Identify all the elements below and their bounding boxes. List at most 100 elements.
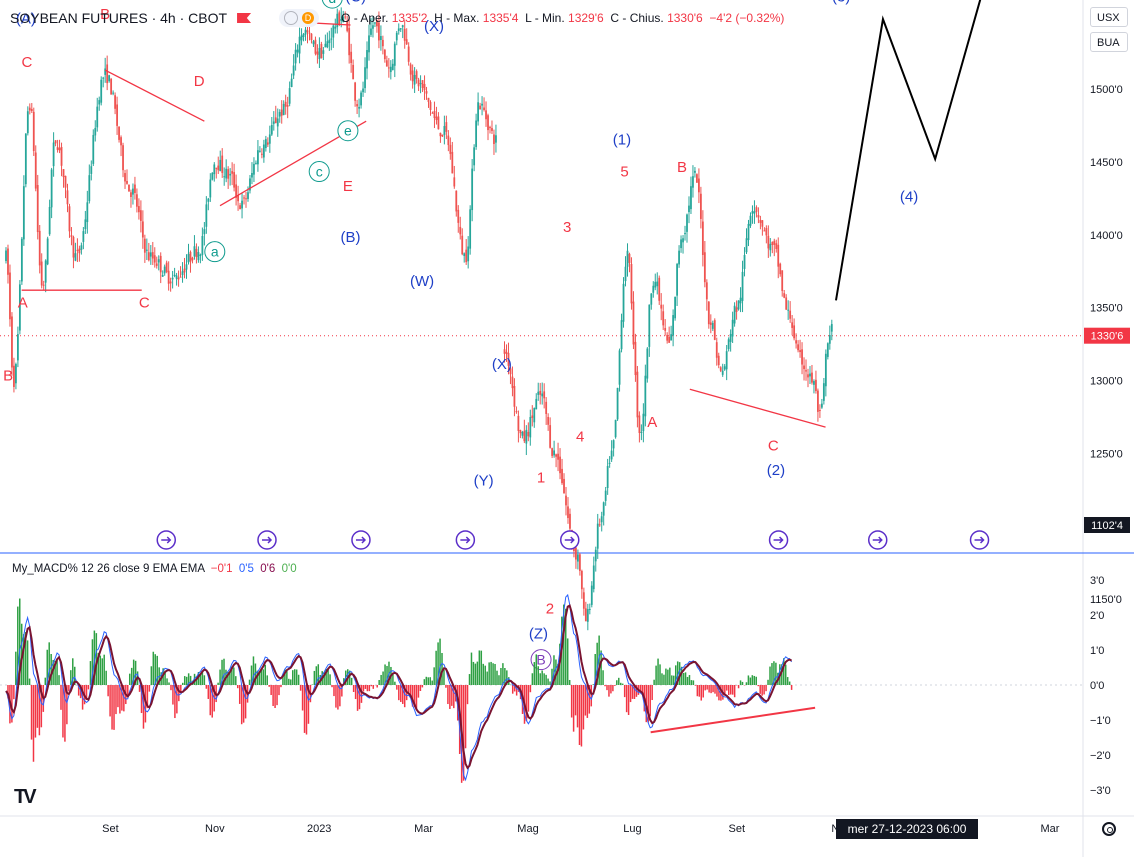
- candle-body: [179, 276, 182, 278]
- candle-body: [771, 242, 774, 245]
- candle-body: [259, 150, 261, 152]
- symbol-title[interactable]: SOYBEAN FUTURES · 4h · CBOT: [10, 10, 228, 26]
- candle-body: [427, 97, 430, 102]
- macd-tick-label: 3'0: [1090, 575, 1104, 587]
- candle-body: [233, 172, 236, 188]
- wave-circle-label: B: [536, 652, 545, 668]
- candle-body: [828, 335, 831, 344]
- candle-body: [705, 282, 708, 300]
- wave-label: B: [677, 159, 687, 176]
- indicator-value-3: 0'6: [260, 563, 276, 575]
- candle-body: [318, 47, 321, 60]
- candle-body: [549, 425, 552, 448]
- candle-body: [443, 125, 446, 135]
- candle-body: [477, 102, 479, 122]
- candle-body: [68, 206, 71, 232]
- candle-body: [237, 195, 239, 202]
- candle-body: [328, 39, 331, 44]
- candle-body: [545, 401, 548, 414]
- candle-body: [282, 103, 285, 116]
- macd-line: [5, 604, 793, 770]
- candle-body: [159, 255, 162, 273]
- candle-body: [678, 250, 680, 265]
- currency-select[interactable]: USX: [1090, 7, 1128, 27]
- candle-body: [638, 415, 641, 433]
- candle-body: [755, 207, 758, 212]
- candle-body: [739, 297, 742, 304]
- candle-body: [145, 249, 148, 251]
- candle-body: [251, 173, 253, 178]
- candle-body: [799, 350, 801, 353]
- macd-tick-label: 1'0: [1090, 645, 1104, 657]
- candle-body: [670, 334, 673, 341]
- candle-body: [395, 32, 398, 41]
- candle-body: [481, 103, 483, 106]
- wave-label: (3): [832, 0, 850, 6]
- candle-body: [17, 334, 19, 361]
- candle-body: [511, 376, 514, 389]
- candle-body: [189, 251, 192, 262]
- candle-body: [721, 370, 724, 375]
- candle-body: [72, 236, 75, 258]
- event-arrow-glyph: [262, 536, 273, 544]
- candle-body: [598, 524, 601, 526]
- wave-circle-label: d: [328, 0, 336, 6]
- candle-body: [239, 205, 241, 210]
- unit-select[interactable]: BUA: [1090, 32, 1128, 52]
- candle-body: [567, 506, 569, 519]
- candle-body: [356, 104, 358, 107]
- candle-body: [84, 219, 87, 230]
- candle-body: [616, 387, 619, 420]
- candle-body: [235, 184, 237, 198]
- candle-body: [217, 165, 220, 171]
- candle-body: [393, 43, 396, 66]
- candle-body: [588, 609, 591, 611]
- candle-body: [455, 190, 458, 212]
- candle-body: [257, 150, 259, 165]
- candle-body: [441, 134, 444, 137]
- candle-body: [62, 169, 65, 178]
- candle-body: [569, 513, 571, 529]
- wave-label: B: [3, 368, 13, 385]
- candle-body: [38, 230, 41, 266]
- tradingview-logo[interactable]: TV: [14, 786, 36, 808]
- candle-body: [610, 450, 613, 460]
- price-axis: 1150'01200'01250'01300'01350'01400'01450…: [1090, 11, 1123, 606]
- candle-body: [435, 116, 438, 121]
- wave-label: (B): [341, 229, 361, 246]
- candle-body: [453, 177, 456, 187]
- candle-body: [346, 20, 349, 31]
- candle-body: [211, 172, 214, 180]
- candle-body: [314, 39, 317, 54]
- candle-body: [104, 68, 107, 75]
- data-pill[interactable]: D: [279, 9, 320, 27]
- candle-body: [332, 25, 335, 38]
- candle-body: [644, 375, 647, 417]
- candle-body: [185, 264, 188, 270]
- candle-body: [449, 144, 452, 154]
- candle-body: [54, 140, 57, 144]
- candle-body: [415, 71, 418, 80]
- candle-body: [20, 238, 23, 282]
- candle-body: [439, 132, 442, 137]
- candle-body: [187, 253, 190, 263]
- candle-body: [781, 270, 784, 291]
- gear-icon[interactable]: [1102, 822, 1116, 836]
- candle-body: [219, 159, 222, 172]
- candle-body: [56, 147, 59, 150]
- event-arrow-glyph: [355, 536, 367, 544]
- indicator-legend[interactable]: My_MACD% 12 26 close 9 EMA EMA −0'1 0'5 …: [12, 563, 297, 575]
- candle-body: [177, 277, 180, 280]
- candle-body: [807, 374, 809, 378]
- candle-body: [106, 64, 109, 84]
- open-label: O - Aper.: [341, 11, 389, 25]
- candle-body: [783, 293, 786, 298]
- candle-body: [136, 194, 138, 207]
- candle-body: [723, 366, 726, 370]
- candle-body: [155, 263, 158, 266]
- candle-body: [380, 36, 382, 40]
- flag-icon[interactable]: [237, 13, 252, 23]
- candle-body: [191, 257, 194, 261]
- candle-body: [433, 110, 436, 119]
